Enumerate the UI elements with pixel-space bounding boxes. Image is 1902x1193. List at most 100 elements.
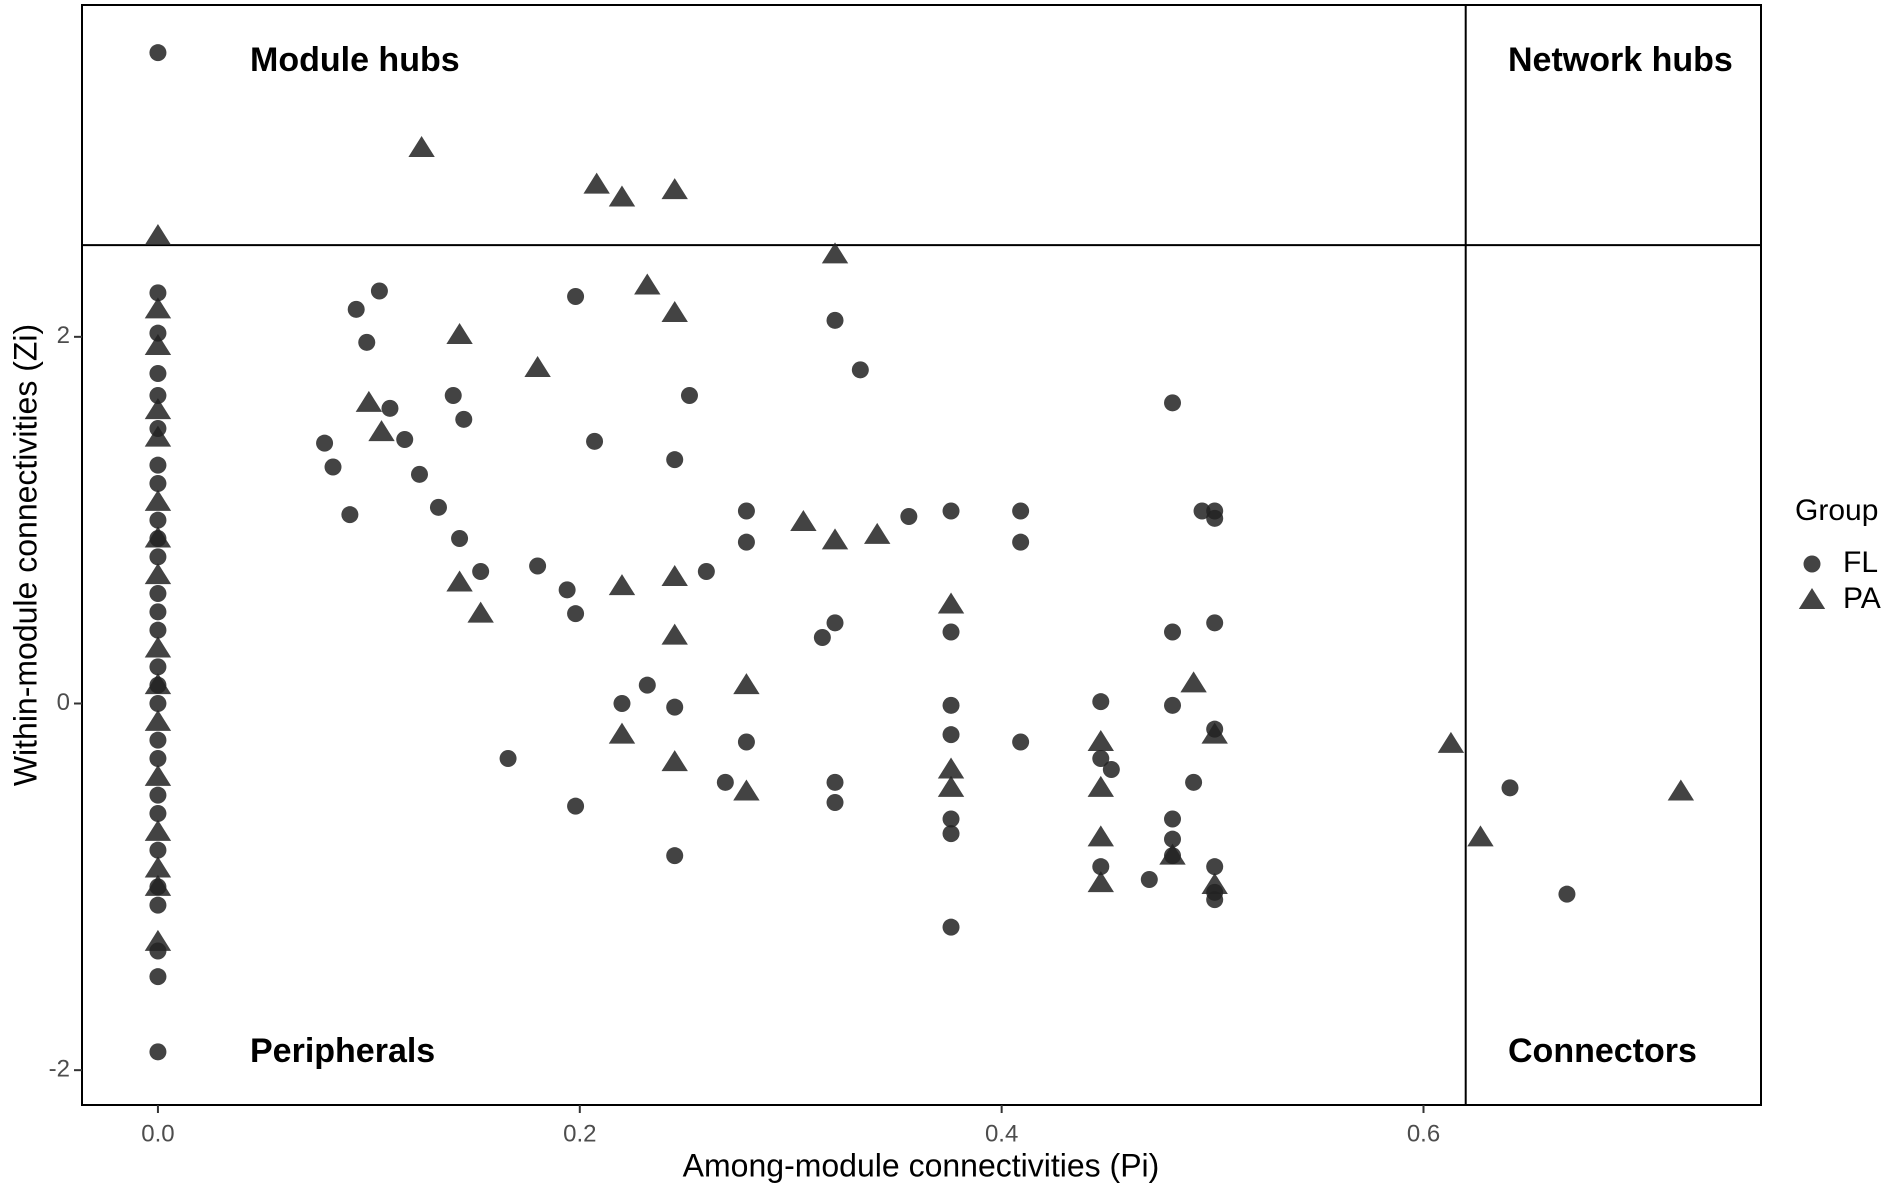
triangle-point xyxy=(661,623,688,645)
triangle-point xyxy=(1467,825,1494,847)
circle-point xyxy=(149,585,167,602)
circle-point xyxy=(149,387,167,404)
circle-point xyxy=(1206,502,1224,520)
triangle-point xyxy=(1798,588,1826,609)
triangle-point xyxy=(144,636,172,658)
triangle-point xyxy=(661,565,688,586)
legend-label: PA xyxy=(1843,582,1881,615)
circle-point xyxy=(149,786,167,804)
circle-point xyxy=(942,810,960,828)
triangle-point xyxy=(144,489,172,511)
triangle-point xyxy=(144,334,172,355)
circle-point xyxy=(149,284,167,302)
circle-point xyxy=(149,731,167,749)
triangle-point xyxy=(144,819,172,841)
y-tick-label: 0 xyxy=(57,689,70,716)
circle-point xyxy=(666,451,684,469)
circle-point xyxy=(613,695,631,712)
triangle-point xyxy=(1180,671,1207,693)
circle-point xyxy=(410,465,428,483)
plot-frame xyxy=(81,4,1762,1106)
triangle-point xyxy=(1437,731,1465,753)
triangle-point xyxy=(144,224,172,245)
circle-point xyxy=(149,475,167,492)
triangle-point xyxy=(1087,775,1114,797)
circle-point xyxy=(341,506,359,524)
circle-point xyxy=(567,288,585,305)
triangle-point xyxy=(1159,843,1186,865)
circle-point xyxy=(942,502,960,520)
triangle-point xyxy=(583,172,610,194)
circle-point xyxy=(813,629,831,646)
triangle-point xyxy=(661,750,688,772)
circle-point xyxy=(826,311,844,329)
circle-point xyxy=(1164,394,1182,412)
x-tick-label: 0.0 xyxy=(141,1120,174,1147)
triangle-point xyxy=(733,673,760,695)
x-tick-label: 0.6 xyxy=(1407,1120,1440,1147)
quadrant-label: Network hubs xyxy=(1508,41,1733,79)
circle-point xyxy=(1501,779,1519,797)
circle-point xyxy=(567,605,585,623)
circle-point xyxy=(942,696,960,714)
circle-point xyxy=(1206,614,1224,632)
circle-point xyxy=(358,333,376,351)
circle-point xyxy=(149,603,167,621)
circle-point xyxy=(149,1043,167,1061)
circle-point xyxy=(347,300,365,318)
circle-point xyxy=(851,361,869,379)
circle-point xyxy=(149,805,167,822)
triangle-point xyxy=(144,929,172,951)
circle-point xyxy=(1092,858,1110,876)
triangle-point xyxy=(144,764,172,786)
triangle-point xyxy=(608,574,636,596)
triangle-point xyxy=(144,563,172,585)
circle-point xyxy=(737,533,755,551)
triangle-point xyxy=(733,779,760,801)
triangle-point xyxy=(355,390,383,412)
y-tick-label: -2 xyxy=(49,1056,70,1083)
circle-point xyxy=(149,511,167,529)
triangle-point xyxy=(144,425,172,447)
circle-point xyxy=(1092,693,1110,711)
circle-point xyxy=(1206,858,1224,876)
triangle-point xyxy=(368,420,395,442)
circle-point xyxy=(396,431,414,448)
triangle-point xyxy=(608,722,636,744)
circle-point xyxy=(149,324,167,342)
triangle-point xyxy=(821,528,849,550)
x-axis-title: Among-module connectivities (Pi) xyxy=(683,1147,1160,1183)
circle-point xyxy=(1206,891,1224,909)
circle-point xyxy=(666,847,684,865)
triangle-point xyxy=(446,570,473,592)
quadrant-label: Peripherals xyxy=(250,1032,435,1070)
circle-point xyxy=(942,918,960,936)
circle-point xyxy=(1164,623,1182,641)
circle-point xyxy=(942,726,960,744)
circle-point xyxy=(826,794,844,811)
circle-point xyxy=(149,658,167,676)
circle-point xyxy=(1012,502,1030,520)
circle-point xyxy=(472,563,490,580)
circle-point xyxy=(716,773,734,791)
x-tick-label: 0.4 xyxy=(985,1120,1018,1147)
circle-point xyxy=(149,44,167,62)
circle-point xyxy=(680,387,698,404)
triangle-point xyxy=(937,775,965,797)
legend-title: Group xyxy=(1795,494,1878,527)
circle-point xyxy=(942,623,960,641)
circle-point xyxy=(370,282,388,300)
triangle-point xyxy=(937,592,965,614)
circle-point xyxy=(558,581,576,599)
circle-point xyxy=(697,563,715,580)
circle-point xyxy=(586,432,604,450)
circle-point xyxy=(666,698,684,716)
circle-point xyxy=(451,530,469,547)
triangle-point xyxy=(467,601,494,623)
circle-point xyxy=(638,676,656,694)
triangle-point xyxy=(661,301,688,322)
circle-point xyxy=(381,399,399,417)
triangle-point xyxy=(661,178,688,200)
y-tick-label: 2 xyxy=(57,322,70,349)
